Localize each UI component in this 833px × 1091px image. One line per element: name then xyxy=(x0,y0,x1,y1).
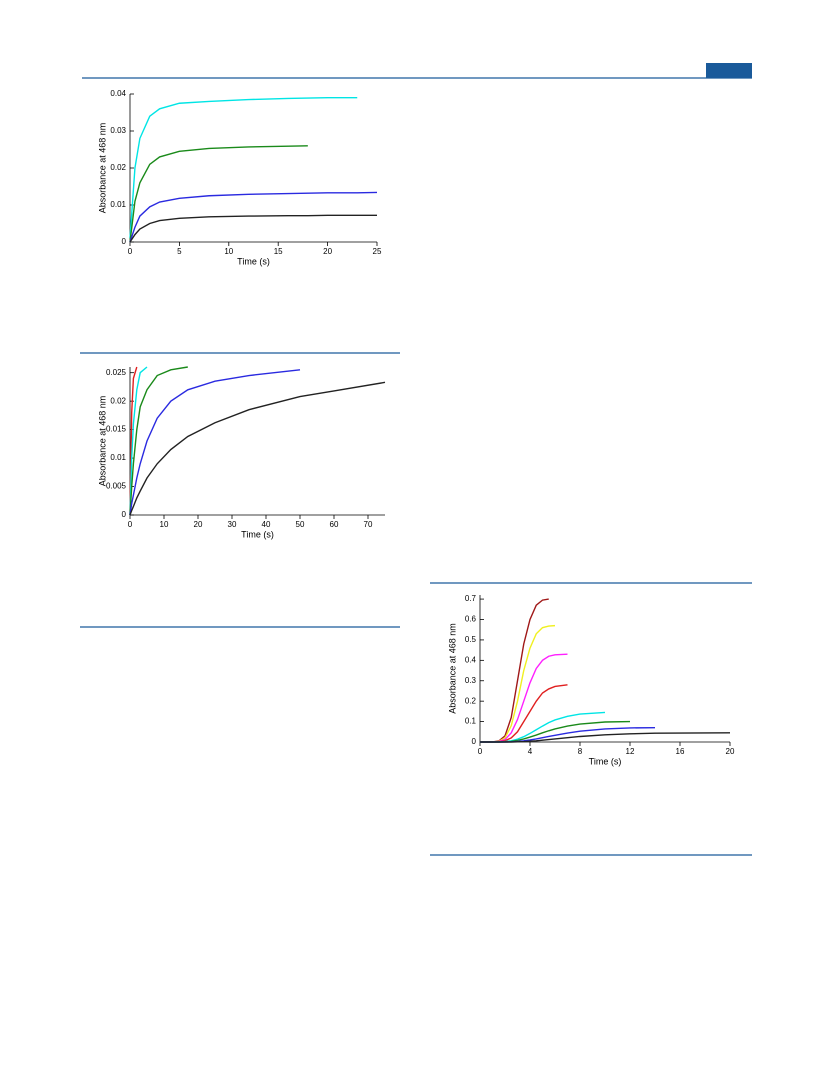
y-tick-label: 0.7 xyxy=(465,594,477,603)
data-line xyxy=(129,145,308,243)
data-line xyxy=(480,732,731,743)
x-tick-label: 20 xyxy=(323,247,332,256)
data-line xyxy=(129,369,301,516)
x-tick-label: 15 xyxy=(274,247,283,256)
x-tick-label: 20 xyxy=(194,520,203,529)
y-tick-label: 0.3 xyxy=(465,676,477,685)
y-axis-label: Absorbance at 468 nm xyxy=(97,396,107,487)
y-tick-label: 0.01 xyxy=(110,200,126,209)
x-axis-label: Time (s) xyxy=(241,529,274,539)
x-tick-label: 60 xyxy=(330,520,339,529)
x-axis-label: Time (s) xyxy=(237,256,270,266)
y-axis-label: Absorbance at 468 nm xyxy=(447,623,457,714)
y-axis-label: Absorbance at 468 nm xyxy=(97,123,107,214)
x-tick-label: 10 xyxy=(224,247,233,256)
x-tick-label: 40 xyxy=(262,520,271,529)
y-tick-label: 0.4 xyxy=(465,655,477,664)
y-tick-label: 0.2 xyxy=(465,696,477,705)
data-line xyxy=(129,214,377,243)
y-tick-label: 0.015 xyxy=(106,425,127,434)
x-axis-label: Time (s) xyxy=(589,756,622,766)
header-tab xyxy=(706,63,752,78)
x-tick-label: 8 xyxy=(578,747,583,756)
x-tick-label: 10 xyxy=(160,520,169,529)
x-tick-label: 5 xyxy=(177,247,182,256)
y-tick-label: 0.02 xyxy=(110,396,126,405)
y-tick-label: 0.6 xyxy=(465,615,477,624)
x-tick-label: 50 xyxy=(296,520,305,529)
y-tick-label: 0.5 xyxy=(465,635,477,644)
x-tick-label: 4 xyxy=(528,747,533,756)
x-tick-label: 0 xyxy=(478,747,483,756)
x-tick-label: 0 xyxy=(128,247,133,256)
y-tick-label: 0 xyxy=(122,237,127,246)
data-line xyxy=(129,381,386,516)
x-tick-label: 16 xyxy=(676,747,685,756)
y-tick-label: 0.1 xyxy=(465,717,477,726)
y-tick-label: 0 xyxy=(472,737,477,746)
y-tick-label: 0.02 xyxy=(110,163,126,172)
y-tick-label: 0 xyxy=(122,510,127,519)
y-tick-label: 0.04 xyxy=(110,89,126,98)
x-tick-label: 12 xyxy=(626,747,635,756)
data-line xyxy=(129,191,378,243)
x-tick-label: 70 xyxy=(364,520,373,529)
x-tick-label: 20 xyxy=(726,747,735,756)
data-line xyxy=(129,97,358,239)
x-tick-label: 25 xyxy=(373,247,382,256)
x-tick-label: 30 xyxy=(228,520,237,529)
y-tick-label: 0.005 xyxy=(106,482,127,491)
y-tick-label: 0.025 xyxy=(106,368,127,377)
y-tick-label: 0.01 xyxy=(110,453,126,462)
x-tick-label: 0 xyxy=(128,520,133,529)
y-tick-label: 0.03 xyxy=(110,126,126,135)
data-line xyxy=(129,366,148,516)
data-line xyxy=(129,366,188,516)
